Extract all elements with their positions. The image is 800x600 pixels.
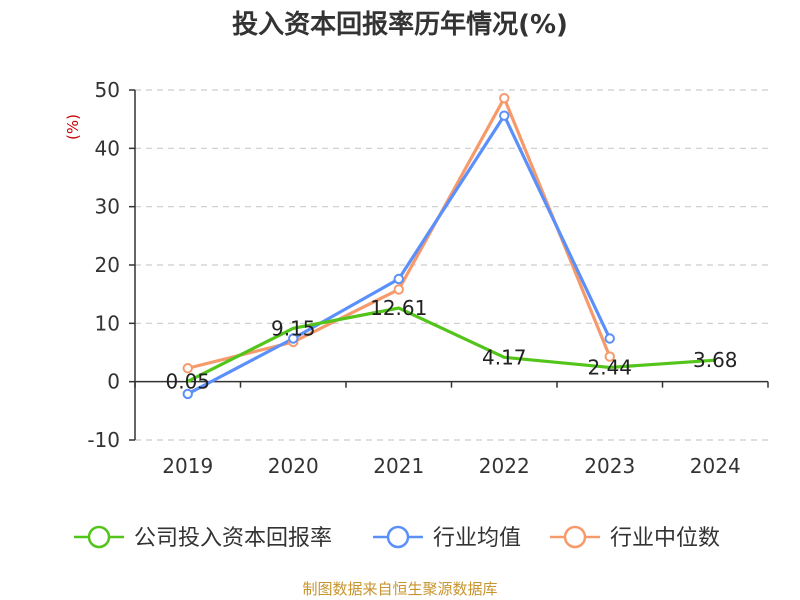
data-label: 4.17 [482, 345, 527, 369]
series-line [187, 306, 716, 383]
legend-label: 公司投入资本回报率 [134, 526, 332, 551]
x-tick-label: 2023 [584, 454, 635, 478]
data-labels: 0.05 9.15 12.61 4.17 2.44 3.68 [165, 296, 737, 393]
series-points [182, 92, 615, 400]
chart-title: 投入资本回报率历年情况(%) [232, 9, 568, 40]
series-point [499, 110, 510, 121]
legend-marker [87, 525, 111, 549]
y-tick-label: -10 [87, 428, 120, 452]
series-line [187, 96, 612, 370]
data-label: 12.61 [370, 296, 427, 320]
y-tick-label: 30 [95, 195, 120, 219]
data-label: 0.05 [165, 369, 210, 393]
legend-label: 行业中位数 [610, 526, 720, 551]
x-tick-label: 2022 [479, 454, 530, 478]
series-point [499, 92, 510, 104]
y-tick-label: 0 [107, 370, 120, 394]
legend-marker [386, 525, 410, 549]
y-tick-label: 10 [95, 311, 120, 335]
y-tick-label: 20 [95, 253, 120, 277]
series-point [604, 351, 615, 362]
series-point [182, 388, 193, 400]
y-tick-label: 50 [95, 78, 120, 102]
series-point [182, 363, 193, 374]
y-tick-label: 40 [95, 136, 120, 160]
source-note: 制图数据来自恒生聚源数据库 [302, 580, 497, 598]
data-label: 9.15 [271, 316, 316, 340]
y-tick-labels: 50 40 30 20 10 0 -10 [87, 78, 120, 452]
x-tick-label: 2019 [162, 454, 213, 478]
legend: 公司投入资本回报率 行业均值 行业中位数 [74, 525, 720, 551]
y-axis-unit: (%) [64, 114, 82, 140]
series-point [604, 333, 615, 344]
data-label: 2.44 [587, 355, 632, 379]
x-tick-label: 2021 [373, 454, 424, 478]
series-lines [187, 96, 716, 396]
legend-label: 行业均值 [433, 526, 521, 551]
data-label: 3.68 [693, 348, 738, 372]
series-point [393, 284, 404, 295]
series-point [288, 333, 299, 344]
series-point [393, 273, 404, 285]
x-tick-label: 2020 [268, 454, 319, 478]
axes [129, 89, 769, 441]
legend-marker [563, 525, 587, 549]
x-tick-label: 2024 [690, 454, 741, 478]
x-tick-labels: 2019 2020 2021 2022 2023 2024 [162, 454, 740, 478]
